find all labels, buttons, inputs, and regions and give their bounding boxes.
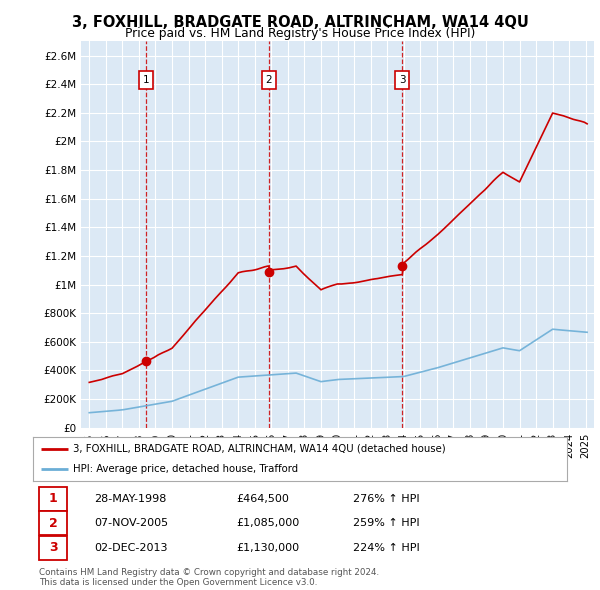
Text: £464,500: £464,500 [236,494,289,504]
Text: 276% ↑ HPI: 276% ↑ HPI [353,494,420,504]
Text: 224% ↑ HPI: 224% ↑ HPI [353,543,420,553]
FancyBboxPatch shape [40,512,67,535]
Text: Contains HM Land Registry data © Crown copyright and database right 2024.
This d: Contains HM Land Registry data © Crown c… [39,568,379,587]
FancyBboxPatch shape [40,536,67,560]
Text: 2: 2 [49,517,58,530]
Text: 28-MAY-1998: 28-MAY-1998 [94,494,167,504]
Text: 1: 1 [49,492,58,505]
Text: 2: 2 [265,75,272,85]
Text: 3: 3 [399,75,406,85]
Text: 02-DEC-2013: 02-DEC-2013 [94,543,168,553]
Text: £1,130,000: £1,130,000 [236,543,299,553]
Text: 1: 1 [142,75,149,85]
Text: £1,085,000: £1,085,000 [236,519,299,528]
Text: 3: 3 [49,542,58,555]
Text: 3, FOXHILL, BRADGATE ROAD, ALTRINCHAM, WA14 4QU (detached house): 3, FOXHILL, BRADGATE ROAD, ALTRINCHAM, W… [73,444,446,454]
Text: 259% ↑ HPI: 259% ↑ HPI [353,519,420,528]
Text: HPI: Average price, detached house, Trafford: HPI: Average price, detached house, Traf… [73,464,298,474]
Text: Price paid vs. HM Land Registry's House Price Index (HPI): Price paid vs. HM Land Registry's House … [125,27,475,40]
FancyBboxPatch shape [40,487,67,511]
Text: 3, FOXHILL, BRADGATE ROAD, ALTRINCHAM, WA14 4QU: 3, FOXHILL, BRADGATE ROAD, ALTRINCHAM, W… [71,15,529,30]
Text: 07-NOV-2005: 07-NOV-2005 [94,519,169,528]
